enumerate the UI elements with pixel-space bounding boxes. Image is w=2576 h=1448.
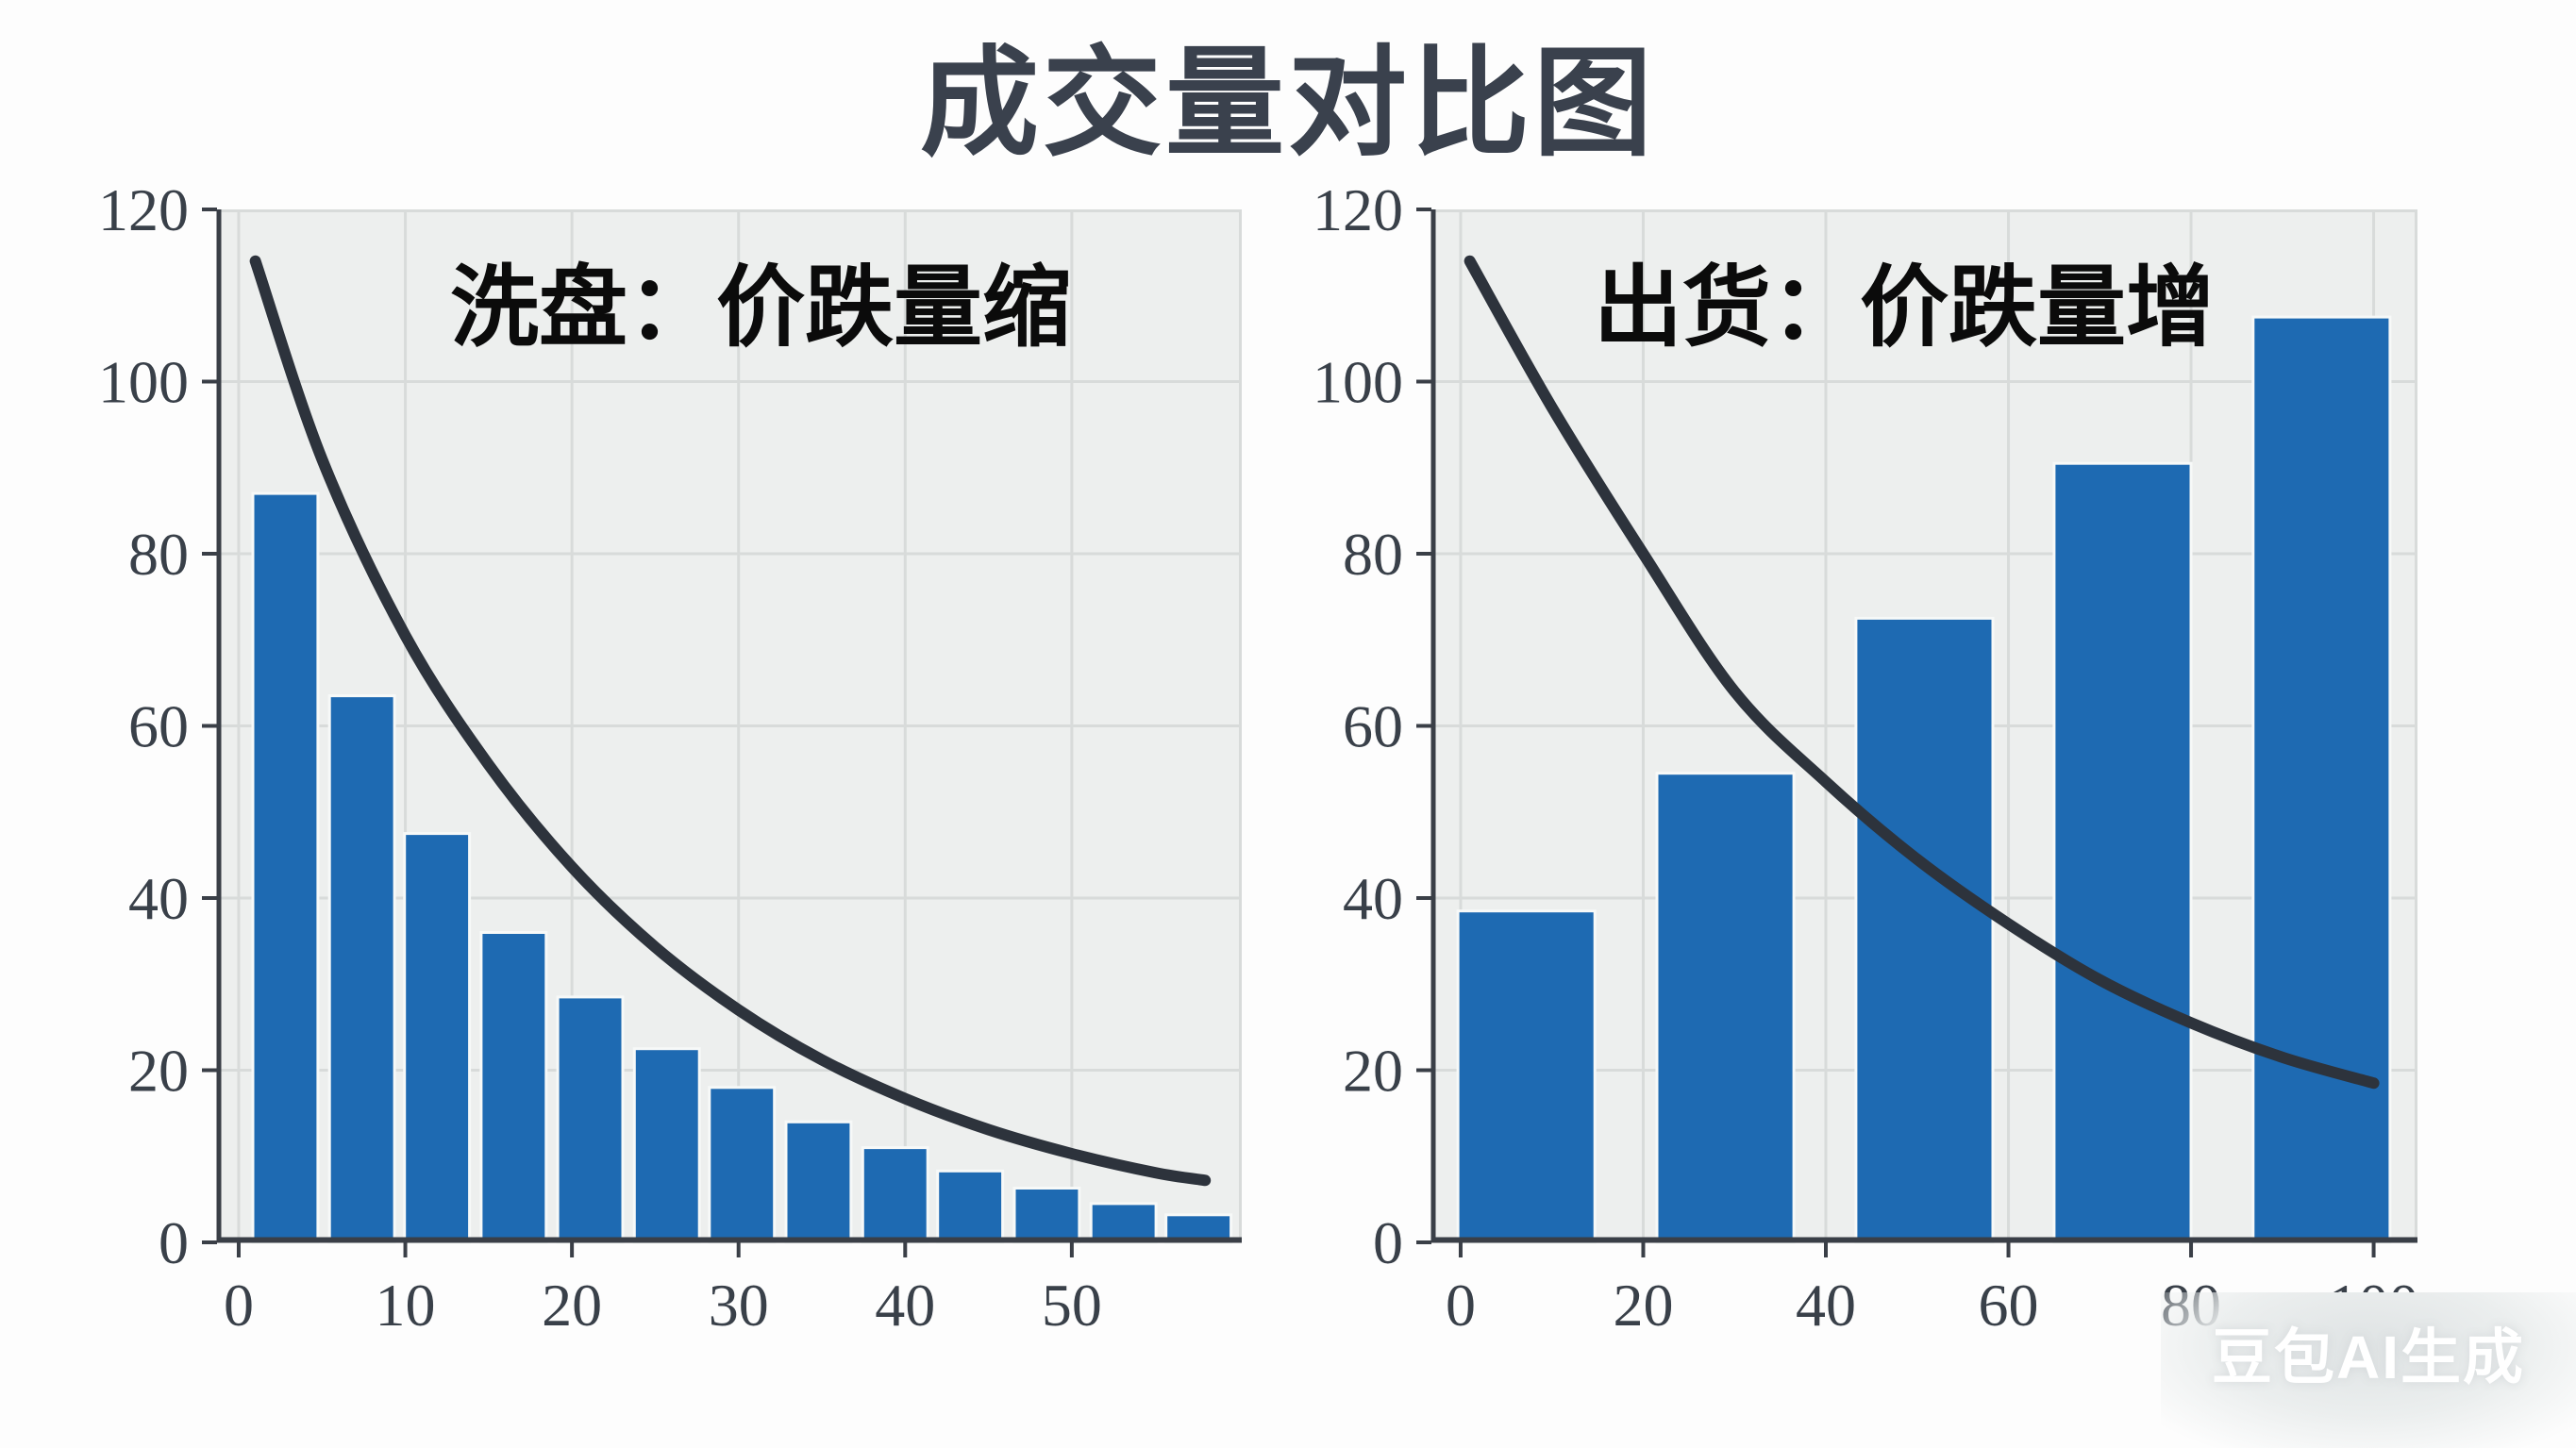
price-curve [1464, 255, 2380, 1090]
volume-bar [556, 995, 625, 1244]
annotation-washout: 洗盘：价跌量缩 [449, 258, 1072, 357]
volume-bar [479, 931, 548, 1244]
x-tick-label: 30 [709, 1272, 769, 1339]
x-tick-label: 40 [875, 1272, 935, 1339]
y-tick-label: 20 [128, 1038, 189, 1105]
volume-bar [936, 1169, 1005, 1244]
y-tick-label: 60 [1343, 693, 1403, 760]
y-tick-label: 80 [1343, 521, 1403, 588]
volume-bar [327, 694, 396, 1244]
left-chart: 0 20 40 60 80 100 120 0 10 20 30 40 50 [98, 176, 1242, 1339]
volume-bar [1012, 1187, 1081, 1244]
annotation-distribution: 出货：价跌量增 [1593, 258, 2216, 357]
volume-bar [1655, 772, 1796, 1244]
chart-title: 成交量对比图 [920, 37, 1656, 170]
y-tick-label: 100 [1313, 349, 1403, 416]
right-chart: 020406080100120020406080100 [1313, 176, 2419, 1339]
volume-bar [2251, 315, 2392, 1244]
x-tick-label: 0 [1446, 1272, 1476, 1339]
volume-bar [403, 832, 472, 1244]
volume-bar [2052, 461, 2193, 1244]
x-tick-label: 0 [224, 1272, 254, 1339]
volume-bar [251, 491, 320, 1244]
y-tick-label: 40 [1343, 865, 1403, 932]
volume-bar [1854, 616, 1995, 1244]
y-tick-label: 120 [1313, 176, 1403, 243]
x-tick-label: 10 [376, 1272, 436, 1339]
y-tick-label: 60 [128, 693, 189, 760]
volume-bar [632, 1047, 701, 1244]
y-tick-label: 120 [98, 176, 189, 243]
y-tick-label: 20 [1343, 1038, 1403, 1105]
y-tick-label: 0 [1373, 1209, 1403, 1276]
x-tick-label: 60 [1979, 1272, 2039, 1339]
volume-bar [784, 1120, 853, 1244]
y-tick-label: 40 [128, 865, 189, 932]
y-tick-label: 0 [159, 1209, 189, 1276]
volume-bar [1456, 909, 1597, 1244]
x-tick-label: 50 [1042, 1272, 1102, 1339]
volume-bar [708, 1086, 777, 1244]
x-tick-label: 20 [542, 1272, 602, 1339]
x-tick-label: 40 [1796, 1272, 1856, 1339]
volume-bar [1089, 1202, 1158, 1244]
x-tick-label: 20 [1613, 1272, 1673, 1339]
y-tick-label: 100 [98, 349, 189, 416]
volume-bar [861, 1146, 929, 1244]
watermark-text: 豆包AI生成 [2212, 1323, 2525, 1391]
watermark-badge: 豆包AI生成 [2161, 1292, 2576, 1448]
y-tick-label: 80 [128, 521, 189, 588]
price-curve [249, 255, 1212, 1187]
